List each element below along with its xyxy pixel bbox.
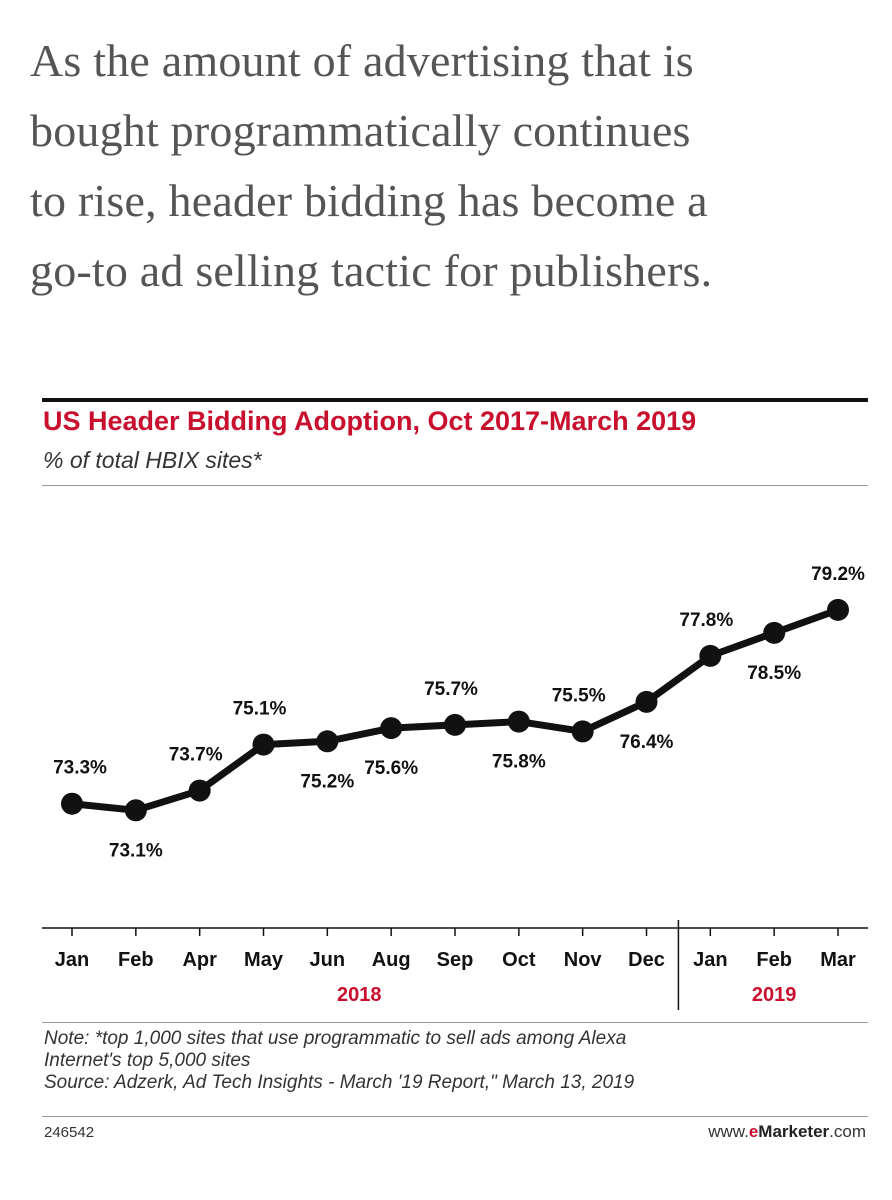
- intro-line: to rise, header bidding has become a: [30, 175, 708, 226]
- data-point: [316, 730, 339, 753]
- note-line: Note: *top 1,000 sites that use programm…: [44, 1028, 627, 1049]
- data-point: [763, 621, 786, 644]
- note-rule: [42, 1022, 868, 1023]
- data-label: 73.7%: [169, 745, 223, 766]
- subtitle-rule: [42, 485, 868, 486]
- line-chart: 73.3% 73.1% 73.7% 75.1% 75.2% 75.6% 75.7% 75.8%…: [42, 564, 868, 1010]
- data-label: 75.5%: [552, 685, 606, 706]
- x-tick-label: Aug: [372, 949, 411, 971]
- data-label: 77.8%: [679, 610, 733, 631]
- data-point: [188, 779, 211, 802]
- data-label: 75.6%: [364, 758, 418, 779]
- brand-main: Marketer: [758, 1122, 830, 1141]
- x-tick-label: Feb: [756, 949, 792, 971]
- data-point: [124, 799, 147, 822]
- intro-line: As the amount of advertising that is: [30, 35, 694, 86]
- x-tick-label: Nov: [564, 949, 603, 971]
- brand-e: e: [748, 1122, 759, 1141]
- data-label: 75.1%: [233, 699, 287, 720]
- data-point: [507, 710, 530, 733]
- intro-line: go-to ad selling tactic for publishers.: [30, 245, 713, 296]
- x-tick-label: Jun: [310, 949, 346, 971]
- x-tick-label: Apr: [182, 949, 217, 971]
- data-point: [61, 792, 83, 815]
- x-tick-label: Mar: [820, 949, 856, 971]
- x-tick-label: Sep: [437, 949, 474, 971]
- x-tick-label: Jan: [55, 949, 89, 971]
- data-label: 75.2%: [300, 771, 354, 792]
- year-label: 2019: [752, 984, 797, 1006]
- intro-text: As the amount of advertising that is bou…: [30, 26, 870, 306]
- year-label: 2018: [337, 984, 382, 1006]
- data-label: 75.7%: [424, 679, 478, 700]
- source-line: Source: Adzerk, Ad Tech Insights - March…: [44, 1072, 635, 1093]
- chart-top-rule: [42, 398, 868, 402]
- data-point: [380, 717, 403, 740]
- x-tick-label: Feb: [118, 949, 154, 971]
- data-label: 79.2%: [811, 564, 865, 585]
- data-point: [635, 690, 658, 713]
- x-tick-label: Oct: [502, 949, 536, 971]
- data-label: 78.5%: [747, 663, 801, 684]
- data-label: 73.1%: [109, 840, 163, 861]
- chart-title: US Header Bidding Adoption, Oct 2017-Mar…: [43, 406, 697, 436]
- brand-suffix: .com: [829, 1122, 866, 1141]
- note-line: Internet's top 5,000 sites: [44, 1050, 251, 1071]
- data-label: 73.3%: [53, 758, 107, 779]
- data-point: [444, 713, 466, 736]
- x-tick-label: May: [244, 949, 284, 971]
- chart-subtitle: % of total HBIX sites*: [43, 447, 262, 473]
- data-label: 76.4%: [620, 732, 674, 753]
- x-tick-label: Jan: [693, 949, 727, 971]
- series-line: [68, 606, 842, 814]
- brand-link[interactable]: www.eMarketer.com: [708, 1122, 866, 1142]
- data-point: [252, 733, 275, 756]
- data-point: [571, 720, 594, 743]
- brand-prefix: www.: [708, 1122, 749, 1141]
- x-tick-label: Dec: [628, 949, 665, 971]
- chart-id: 246542: [44, 1124, 95, 1141]
- chart-note: Note: *top 1,000 sites that use programm…: [44, 1028, 864, 1094]
- data-point: [699, 644, 722, 667]
- data-label: 75.8%: [492, 752, 546, 773]
- intro-line: bought programmatically continues: [30, 105, 691, 156]
- data-point: [827, 598, 849, 621]
- footer-rule: [42, 1116, 868, 1117]
